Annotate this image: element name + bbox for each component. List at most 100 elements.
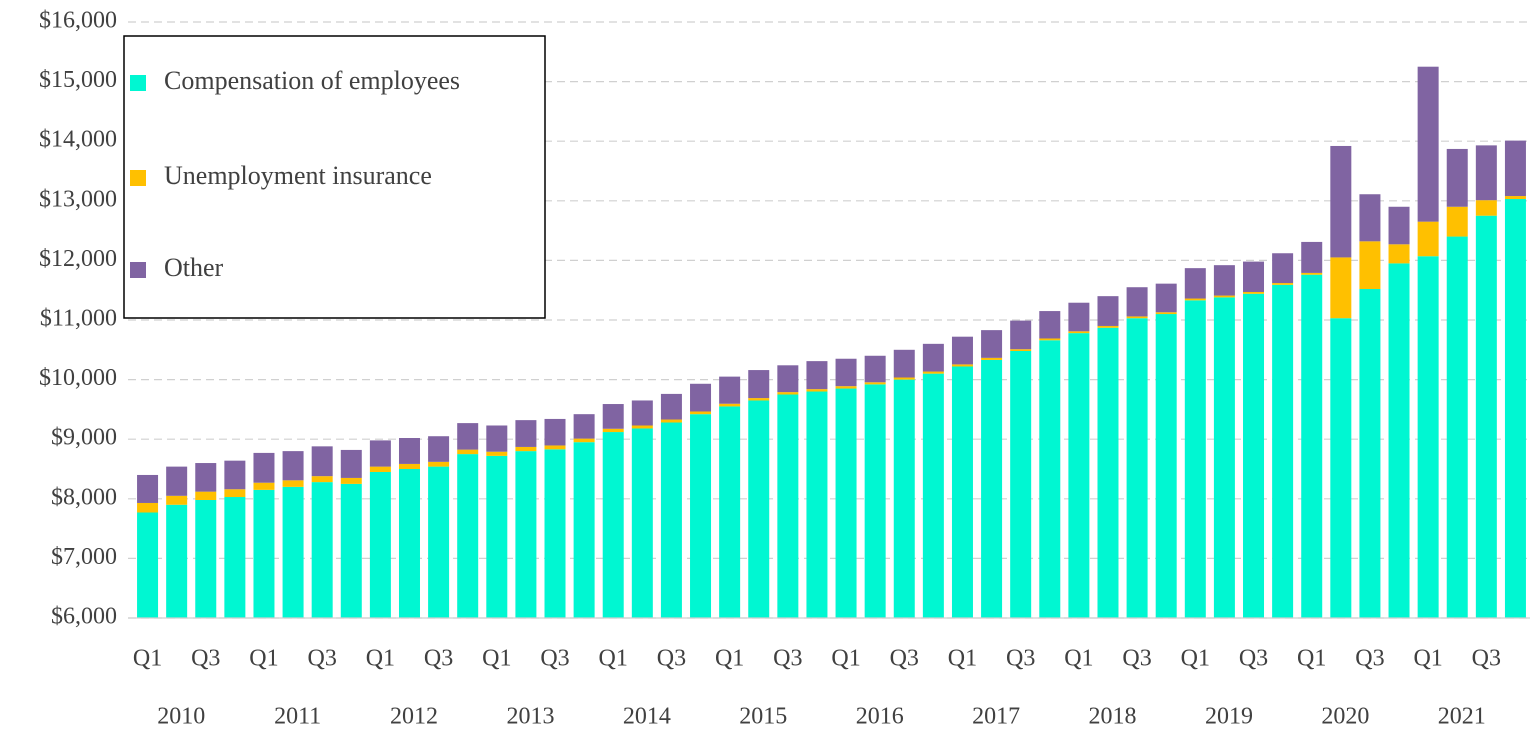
bar-segment (602, 404, 624, 429)
bar-segment (1504, 140, 1526, 197)
bar-segment (1475, 145, 1497, 201)
year-label: 2012 (390, 704, 438, 730)
bar-segment (282, 451, 304, 481)
bar-segment (195, 463, 217, 492)
x-tick-label: Q1 (715, 646, 744, 672)
bar-segment (719, 376, 741, 404)
bar-segment (1010, 320, 1032, 350)
bar-segment (1388, 244, 1410, 264)
bar-segment (457, 449, 479, 455)
bar-segment (311, 476, 333, 483)
y-tick-label: $14,000 (39, 127, 117, 153)
bar-segment (660, 419, 682, 423)
x-tick-label: Q3 (1006, 646, 1035, 672)
bar-segment (457, 454, 479, 618)
bar-segment (660, 422, 682, 618)
x-tick-label: Q3 (1355, 646, 1384, 672)
bar-segment (748, 398, 770, 401)
x-tick-label: Q3 (1472, 646, 1501, 672)
legend-swatch (130, 170, 146, 186)
bar-segment (137, 474, 159, 503)
bar-segment (835, 358, 857, 387)
bar-segment (398, 469, 420, 618)
bar-segment (1039, 338, 1061, 341)
year-label: 2013 (506, 704, 554, 730)
bar-segment (253, 489, 275, 618)
bar-segment (1213, 297, 1235, 618)
y-tick-label: $13,000 (39, 186, 117, 212)
bar-segment (195, 499, 217, 618)
bar-segment (893, 379, 915, 618)
bar-segment (224, 460, 246, 490)
bar-segment (1213, 295, 1235, 298)
x-tick-label: Q3 (540, 646, 569, 672)
x-tick-label: Q3 (657, 646, 686, 672)
x-tick-label: Q3 (1239, 646, 1268, 672)
bar-segment (602, 432, 624, 618)
bar-segment (166, 466, 188, 496)
bar-segment (864, 384, 886, 618)
x-tick-label: Q1 (133, 646, 162, 672)
bar-segment (166, 504, 188, 618)
bar-segment (922, 371, 944, 374)
year-label: 2011 (274, 704, 321, 730)
bar-segment (631, 425, 653, 429)
y-tick-label: $10,000 (39, 365, 117, 391)
year-label: 2010 (157, 704, 205, 730)
bar-segment (1272, 284, 1294, 618)
bar-segment (1475, 215, 1497, 618)
bar-segment (544, 449, 566, 618)
bar-segment (1301, 272, 1323, 275)
bar-segment (981, 359, 1003, 618)
legend-swatch (130, 262, 146, 278)
bar-segment (398, 438, 420, 464)
x-tick-label: Q1 (599, 646, 628, 672)
bar-segment (1243, 261, 1265, 292)
bar-segment (1155, 314, 1177, 618)
bar-segment (951, 336, 973, 365)
y-tick-label: $6,000 (51, 604, 117, 630)
bar-segment (690, 411, 712, 415)
bar-segment (340, 449, 362, 478)
year-label: 2017 (972, 704, 1020, 730)
legend-label: Unemployment insurance (164, 161, 432, 190)
bar-segment (981, 330, 1003, 358)
bar-segment (893, 349, 915, 378)
bar-segment (1330, 145, 1352, 258)
bar-segment (224, 489, 246, 498)
bar-segment (981, 357, 1003, 360)
year-label: 2014 (623, 704, 671, 730)
bar-segment (1126, 287, 1148, 317)
bar-segment (1039, 311, 1061, 339)
x-tick-label: Q3 (424, 646, 453, 672)
bar-segment (1417, 66, 1439, 222)
x-tick-label: Q1 (1064, 646, 1093, 672)
x-tick-label: Q1 (482, 646, 511, 672)
bar-segment (835, 388, 857, 618)
bar-segment (428, 436, 450, 462)
bar-segment (1272, 253, 1294, 284)
year-label: 2021 (1438, 704, 1486, 730)
x-tick-label: Q1 (1413, 646, 1442, 672)
bar-segment (253, 482, 275, 490)
legend: Compensation of employees Unemployment in… (123, 35, 546, 319)
bar-segment (1213, 265, 1235, 296)
bar-segment (369, 466, 391, 472)
bar-segment (340, 477, 362, 484)
bar-segment (631, 428, 653, 618)
bar-segment (340, 483, 362, 618)
bar-segment (922, 343, 944, 372)
bar-segment (457, 423, 479, 450)
bar-segment (835, 386, 857, 389)
bar-segment (1184, 298, 1206, 301)
bar-segment (806, 361, 828, 390)
bar-segment (1097, 296, 1119, 326)
bar-segment (369, 440, 391, 467)
bar-segment (1155, 312, 1177, 315)
bar-segment (690, 383, 712, 412)
bar-segment (1184, 268, 1206, 299)
bar-segment (282, 486, 304, 618)
x-tick-label: Q1 (366, 646, 395, 672)
bar-segment (864, 355, 886, 383)
bar-segment (1010, 349, 1032, 351)
